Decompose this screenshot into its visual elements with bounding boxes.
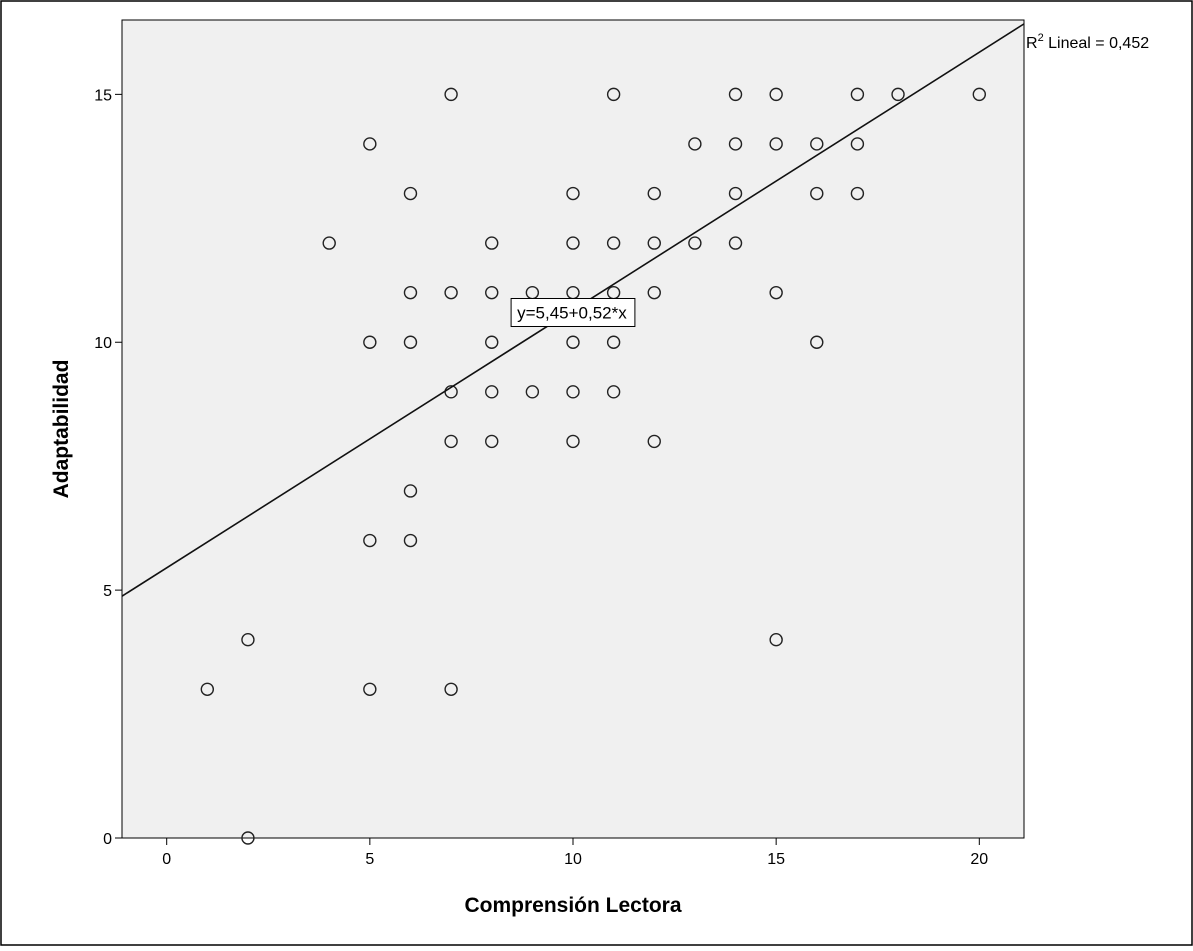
data-point <box>850 137 865 151</box>
data-point <box>363 682 377 696</box>
data-point <box>485 285 499 300</box>
data-point <box>566 385 580 399</box>
data-point <box>444 682 458 696</box>
x-tick-label: 20 <box>970 851 988 868</box>
data-point <box>200 682 215 696</box>
data-point <box>566 335 580 349</box>
y-axis-title: Adaptabilidad <box>50 360 73 499</box>
data-point <box>403 186 418 201</box>
r-squared-superscript: 2 <box>1038 32 1044 44</box>
data-point <box>728 87 743 102</box>
y-tick-label: 0 <box>103 831 112 848</box>
r-squared-prefix: R <box>1026 35 1038 52</box>
y-tick-label: 10 <box>94 335 112 352</box>
x-axis-title: Comprensión Lectora <box>464 894 681 917</box>
y-tick-label: 5 <box>103 583 112 600</box>
fit-equation-label: y=5,45+0,52*x <box>517 303 627 322</box>
data-point <box>728 137 743 151</box>
data-point <box>403 533 418 548</box>
data-point <box>769 87 783 102</box>
x-tick-label: 15 <box>767 851 785 868</box>
data-point <box>891 87 905 102</box>
r-squared-value: Lineal = 0,452 <box>1044 35 1150 52</box>
data-point <box>647 186 661 201</box>
data-point <box>241 831 255 845</box>
data-point <box>363 137 377 151</box>
data-point <box>972 87 987 102</box>
data-point <box>769 632 783 647</box>
data-point <box>606 87 621 102</box>
points-layer <box>200 87 987 845</box>
data-point <box>850 186 865 201</box>
data-point <box>485 385 499 399</box>
data-point <box>566 236 580 250</box>
data-point <box>606 335 621 349</box>
data-point <box>769 137 783 151</box>
data-point <box>444 285 458 300</box>
x-tick-label: 5 <box>365 851 374 868</box>
data-point <box>444 434 458 449</box>
data-point <box>566 186 580 201</box>
x-tick-label: 10 <box>564 851 582 868</box>
data-point <box>688 137 702 151</box>
data-point <box>566 434 580 449</box>
plot-area <box>121 19 1025 839</box>
data-point <box>444 87 458 102</box>
data-point <box>647 285 661 300</box>
data-point <box>485 335 499 349</box>
axes-layer: 0 5 10 15 20 0 5 10 15 <box>94 87 988 868</box>
data-point <box>363 335 377 349</box>
data-point <box>525 385 540 399</box>
r-squared-label: R2 Lineal = 0,452 <box>1026 32 1149 52</box>
data-point <box>485 434 499 449</box>
x-tick-label: 0 <box>162 851 171 868</box>
data-point <box>688 236 702 250</box>
data-point <box>810 186 824 201</box>
data-point <box>810 335 824 349</box>
data-point <box>322 236 336 250</box>
data-point <box>606 385 621 399</box>
data-point <box>241 632 255 647</box>
data-point <box>728 236 743 250</box>
data-point <box>403 335 418 349</box>
data-point <box>850 87 865 102</box>
data-point <box>403 285 418 300</box>
data-point <box>647 236 661 250</box>
data-point <box>769 285 783 300</box>
y-tick-label: 15 <box>94 87 112 104</box>
data-point <box>728 186 743 201</box>
data-point <box>606 236 621 250</box>
fit-equation-box: y=5,45+0,52*x <box>510 297 636 327</box>
data-point <box>647 434 661 449</box>
data-point <box>403 484 418 498</box>
data-point <box>810 137 824 151</box>
data-point <box>363 533 377 548</box>
data-point <box>485 236 499 250</box>
